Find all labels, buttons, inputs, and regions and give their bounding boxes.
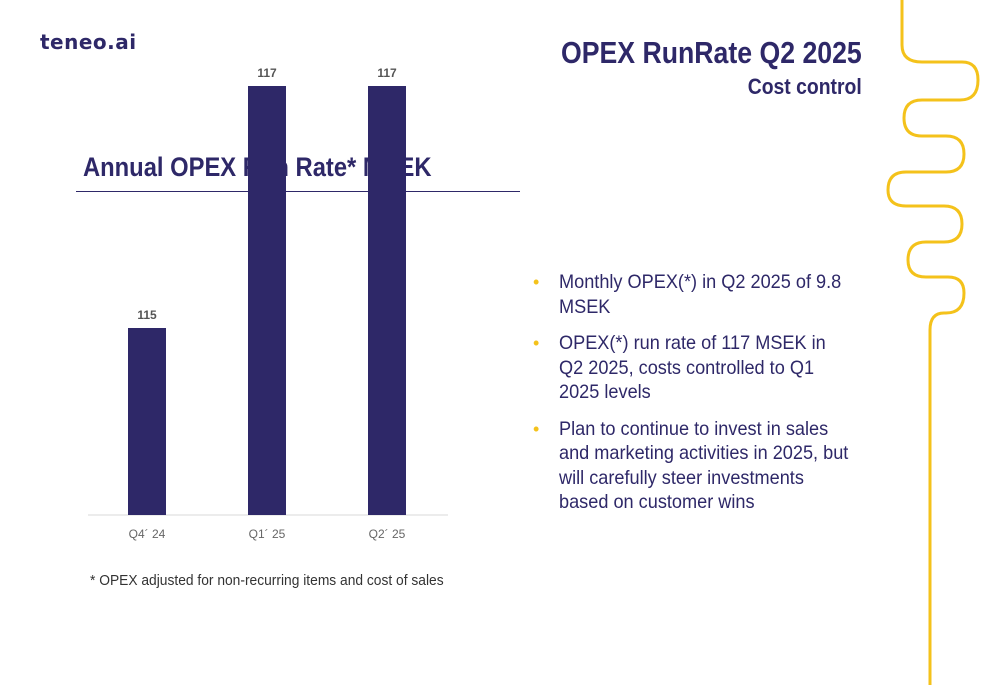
bullet-dot-icon: • (533, 272, 540, 292)
bar (248, 86, 286, 515)
bullet-text: Plan to continue to invest in sales and … (559, 417, 849, 514)
bullet-text: Monthly OPEX(*) in Q2 2025 of 9.8 MSEK (559, 271, 842, 318)
slide-header: OPEX RunRate Q2 2025 Cost control (512, 34, 862, 101)
bar (128, 328, 166, 515)
bullet-item: • Plan to continue to invest in sales an… (533, 417, 863, 515)
data-label: 117 (377, 66, 397, 80)
bullet-dot-icon: • (533, 333, 540, 353)
x-tick-label: Q4´ 24 (129, 527, 166, 541)
slide-subtitle: Cost control (747, 74, 862, 99)
bullet-item: • OPEX(*) run rate of 117 MSEK in Q2 202… (533, 331, 863, 405)
bullet-item: • Monthly OPEX(*) in Q2 2025 of 9.8 MSEK (533, 270, 863, 319)
data-label: 117 (257, 66, 277, 80)
data-label: 115 (137, 308, 157, 322)
footnote: * OPEX adjusted for non-recurring items … (90, 572, 444, 589)
x-tick-label: Q2´ 25 (369, 527, 406, 541)
slide-title: OPEX RunRate Q2 2025 (561, 35, 862, 70)
bullet-list: • Monthly OPEX(*) in Q2 2025 of 9.8 MSEK… (533, 270, 863, 527)
bullet-text: OPEX(*) run rate of 117 MSEK in Q2 2025,… (559, 332, 826, 403)
chart-title-underline (76, 191, 520, 192)
x-tick-label: Q1´ 25 (249, 527, 286, 541)
bar (368, 86, 406, 515)
bullet-dot-icon: • (533, 418, 540, 439)
company-logo: teneo.ai (40, 30, 137, 54)
wave-decoration-icon (886, 0, 980, 685)
